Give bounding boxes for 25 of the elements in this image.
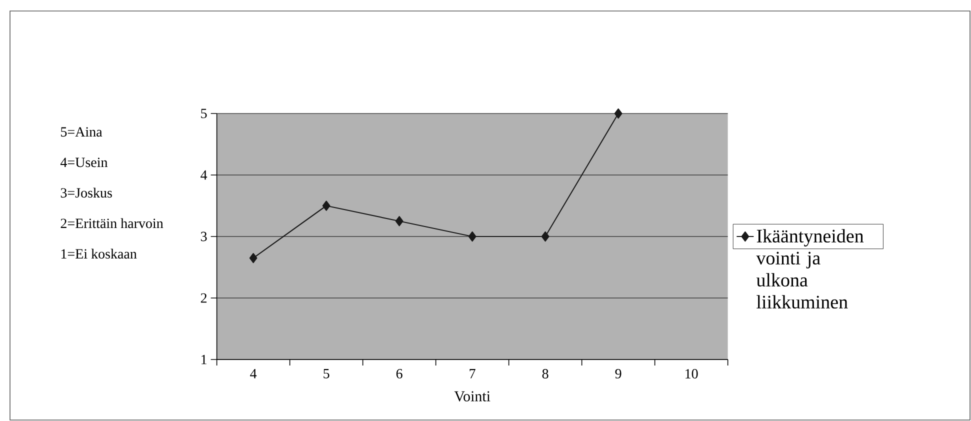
text: 3=Joskus [60, 188, 112, 198]
text: 5=Aina [61, 127, 102, 137]
legend-label: Ikääntyneiden vointi ja ulkona liikkuminen [756, 229, 864, 309]
text: 1=Ei koskaan [61, 248, 137, 259]
y-tick-label: 2 [200, 293, 207, 303]
text: 4=Usein [60, 158, 108, 168]
point [249, 252, 258, 264]
point [541, 231, 550, 242]
x-tick-label: 8 [542, 369, 548, 378]
x-tick-label: 7 [470, 369, 476, 378]
x-tick-label: 10 [686, 369, 698, 378]
x-tick-label: 9 [615, 369, 622, 378]
point [322, 200, 330, 211]
text: 2=Erittäin harvoin [60, 218, 164, 228]
x-axis-title: Vointi [454, 391, 490, 402]
x-tick-label: 5 [324, 369, 330, 378]
y-tick-label: 4 [200, 170, 208, 180]
x-tick-label: 6 [396, 369, 402, 378]
y-tick-label: 5 [201, 108, 207, 118]
point [614, 108, 622, 119]
point [468, 231, 476, 242]
x-tick-label: 4 [250, 369, 257, 378]
y-tick-label: 1 [202, 354, 206, 364]
point [395, 216, 404, 226]
y-tick-label: 3 [200, 232, 207, 242]
